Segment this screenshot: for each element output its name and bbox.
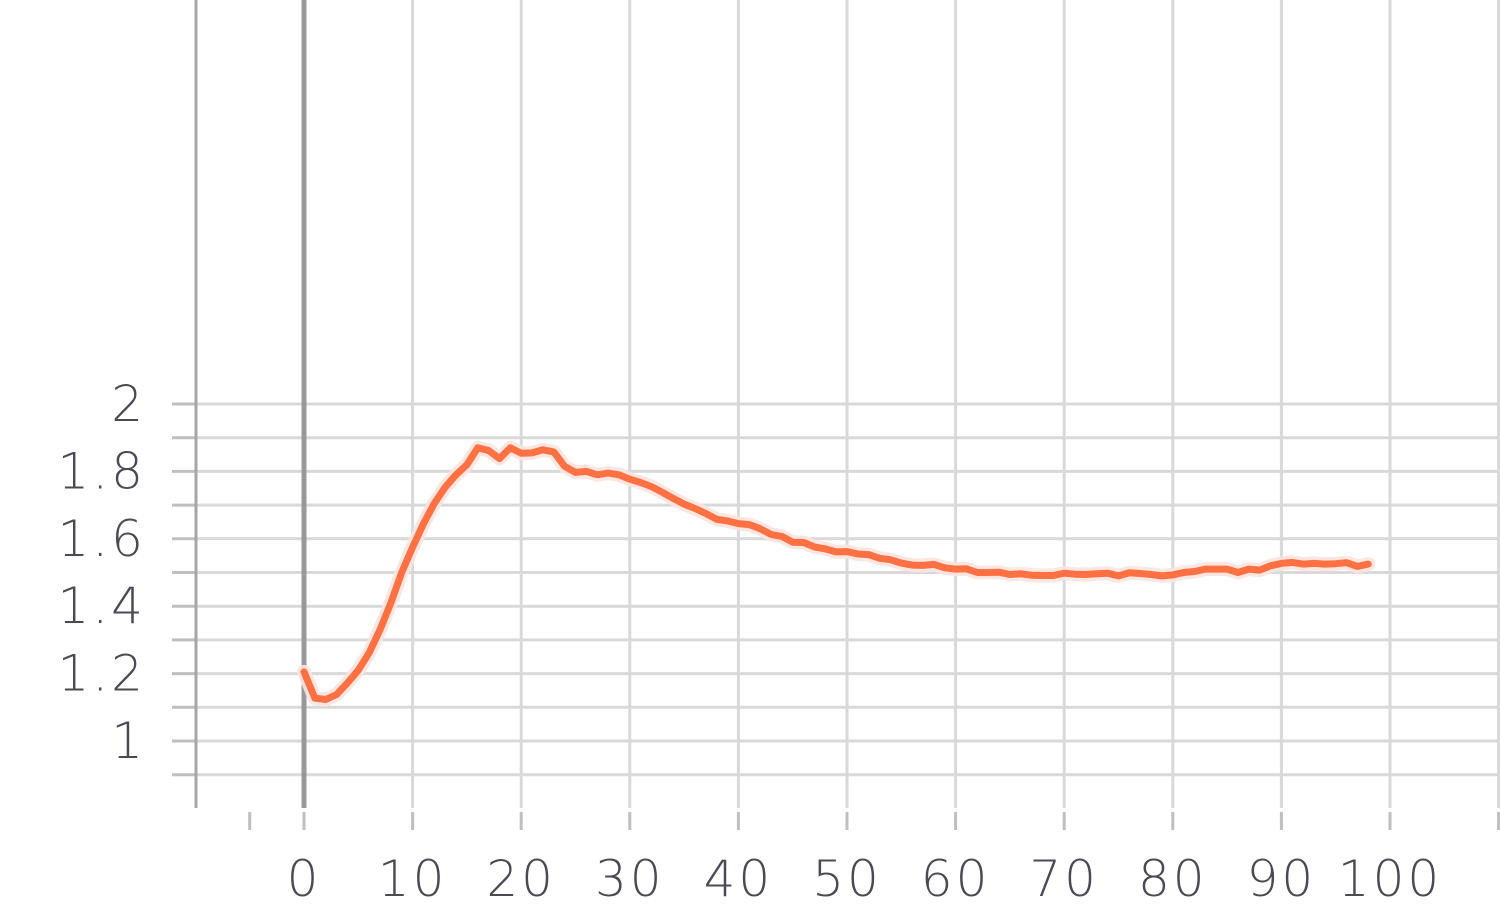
y-tick-label: 1.2 <box>57 645 146 703</box>
y-tick-label: 2 <box>111 375 146 433</box>
x-tick-label: 100 <box>1338 850 1442 908</box>
x-tick-label: 10 <box>378 850 448 908</box>
y-tick-label: 1.8 <box>57 442 146 500</box>
x-tick-label: 90 <box>1247 850 1317 908</box>
x-tick-label: 20 <box>486 850 556 908</box>
x-tick-label: 80 <box>1138 850 1208 908</box>
series-line <box>300 444 1372 703</box>
y-tick-label: 1.6 <box>57 510 146 568</box>
x-tick-label: 40 <box>704 850 774 908</box>
chart-series <box>297 440 1376 707</box>
chart-grid <box>196 0 1500 808</box>
x-tick-label: 30 <box>595 850 665 908</box>
x-tick-label: 50 <box>812 850 882 908</box>
x-tick-label: 70 <box>1029 850 1099 908</box>
y-tick-label: 1.4 <box>57 577 146 635</box>
x-tick-label: 0 <box>287 850 322 908</box>
x-tick-label: 60 <box>921 850 991 908</box>
chart-axes <box>172 0 1500 830</box>
y-tick-label: 1 <box>111 712 146 770</box>
tick-labels: 11.21.41.61.820 10 20 30 40 50 60 70 80 90 100 <box>57 375 1442 908</box>
